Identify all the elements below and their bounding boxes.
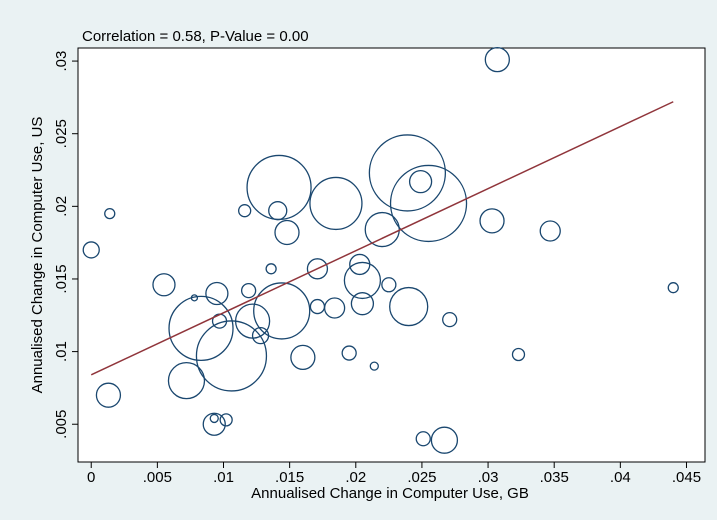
bubble [205,281,229,306]
x-tick-label: .03 [478,469,499,486]
bubble [167,362,206,400]
bubble [539,220,561,242]
bubble [442,311,458,328]
x-tick-label: .02 [345,469,366,486]
bubble [209,413,219,424]
bubble [323,297,346,319]
x-tick-label: 0 [87,469,95,486]
x-tick-label: .015 [275,469,304,486]
x-axis-label: Annualised Change in Computer Use, GB [251,485,529,502]
bubble [219,413,233,427]
x-tick-label: .04 [610,469,631,486]
bubble [195,320,268,392]
bubble [306,258,329,280]
y-tick-label: .03 [53,51,70,72]
x-tick-label: .025 [407,469,436,486]
bubble [152,273,176,297]
y-tick-label: .015 [53,264,70,293]
x-tick-label: .005 [143,469,172,486]
fit-line [90,101,674,376]
bubble [415,431,431,447]
bubble [238,204,252,218]
bubble [484,46,510,73]
bubble [368,134,447,212]
y-tick-label: .02 [53,196,70,217]
bubble [479,208,505,234]
bubble [389,164,468,243]
bubble [381,277,397,293]
bubble [274,219,300,246]
x-tick-label: .035 [540,469,569,486]
bubble [253,282,311,340]
bubble [309,176,363,231]
bubble [408,169,433,194]
bubble [168,295,234,362]
bubble [240,282,257,299]
x-tick-label: .01 [213,469,234,486]
y-axis-label: Annualised Change in Computer Use, US [29,117,46,394]
bubble [369,361,379,371]
bubble [265,263,277,275]
y-tick-label: .025 [53,119,70,148]
bubble [290,344,316,371]
bubble [268,201,288,221]
bubble [341,345,357,361]
bubble [350,292,375,316]
bubble [511,347,526,362]
bubble [104,207,116,220]
x-tick-label: .045 [672,469,701,486]
bubble [667,282,679,294]
y-tick-label: .01 [53,341,70,362]
bubble [430,426,459,454]
y-tick-label: .005 [53,410,70,439]
bubble [343,261,382,300]
bubble [82,241,100,259]
plot-area [77,47,706,463]
bubble [389,286,429,327]
bubble [202,412,226,436]
bubble [95,382,122,408]
chart-title: Correlation = 0.58, P-Value = 0.00 [82,28,309,45]
